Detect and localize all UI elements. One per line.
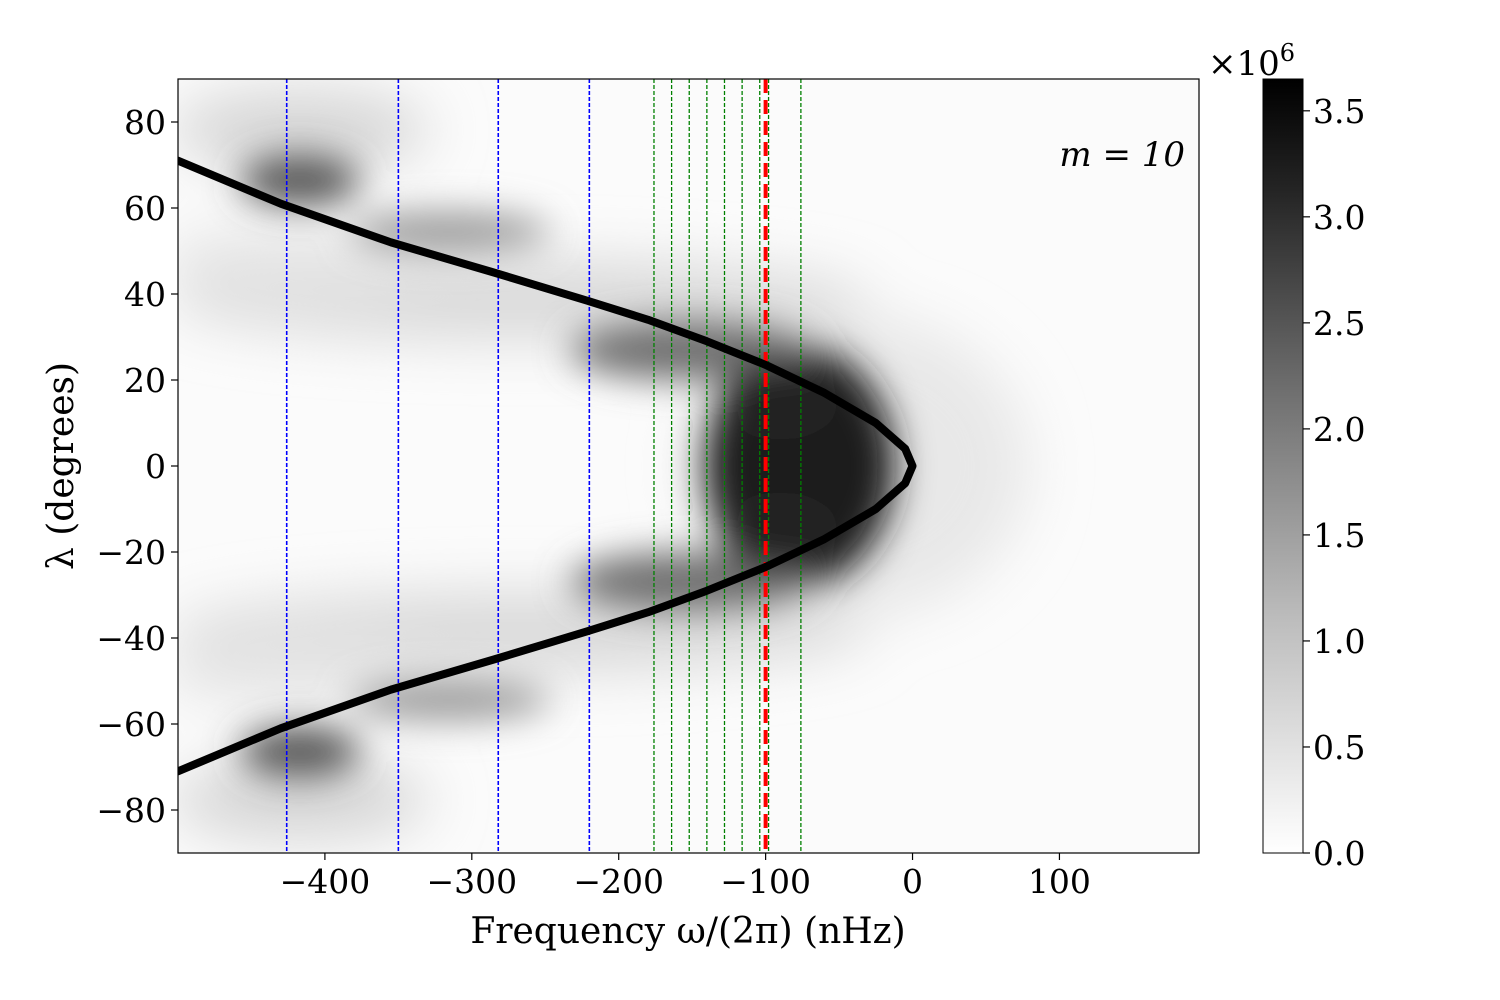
x-axis-label: Frequency ω/(2π) (nHz) bbox=[470, 911, 905, 952]
y-axis-label: λ (degrees) bbox=[41, 362, 82, 570]
colorbar-tick-label: 1.0 bbox=[1313, 622, 1365, 661]
y-tick-label: −20 bbox=[96, 533, 166, 572]
curve-line bbox=[178, 156, 917, 776]
colorbar-tick-label: 2.0 bbox=[1313, 410, 1365, 449]
y-tick-label: 60 bbox=[124, 189, 166, 228]
colorbar-ticks: 0.0 0.5 1.0 1.5 2.0 2.5 3.0 3.5 bbox=[1303, 92, 1365, 873]
y-tick-label: −80 bbox=[96, 791, 166, 830]
x-tick-label: −200 bbox=[573, 862, 664, 901]
colorbar-tick-label: 2.5 bbox=[1313, 304, 1365, 343]
curve-layer bbox=[178, 156, 917, 776]
colorbar-scale-exponent: 6 bbox=[1280, 39, 1295, 67]
y-axis-ticks: 80 60 40 20 0 −20 −40 −60 −80 bbox=[96, 103, 178, 830]
x-tick-label: 0 bbox=[902, 862, 923, 901]
y-tick-label: 40 bbox=[124, 275, 166, 314]
annotation-m: m = 10 bbox=[1059, 135, 1185, 175]
x-tick-label: −300 bbox=[426, 862, 517, 901]
colorbar-scale-base: ×10 bbox=[1208, 44, 1280, 84]
y-tick-label: −60 bbox=[96, 705, 166, 744]
y-tick-label: 80 bbox=[124, 103, 166, 142]
x-tick-label: −400 bbox=[280, 862, 371, 901]
colorbar-tick-label: 3.5 bbox=[1313, 92, 1365, 131]
x-tick-label: 100 bbox=[1028, 862, 1091, 901]
colorbar-tick-label: 1.5 bbox=[1313, 516, 1365, 555]
y-tick-label: 0 bbox=[145, 447, 166, 486]
x-axis-ticks: −400 −300 −200 −100 0 100 bbox=[280, 853, 1091, 901]
colorbar-scale: ×106 bbox=[1208, 39, 1295, 84]
colorbar-tick-label: 0.0 bbox=[1313, 834, 1365, 873]
y-tick-label: −40 bbox=[96, 619, 166, 658]
colorbar bbox=[1262, 78, 1304, 854]
x-tick-label: −100 bbox=[720, 862, 811, 901]
colorbar-tick-label: 0.5 bbox=[1313, 728, 1365, 767]
colorbar-tick-label: 3.0 bbox=[1313, 198, 1365, 237]
y-tick-label: 20 bbox=[124, 361, 166, 400]
heatmap bbox=[178, 90, 1030, 840]
